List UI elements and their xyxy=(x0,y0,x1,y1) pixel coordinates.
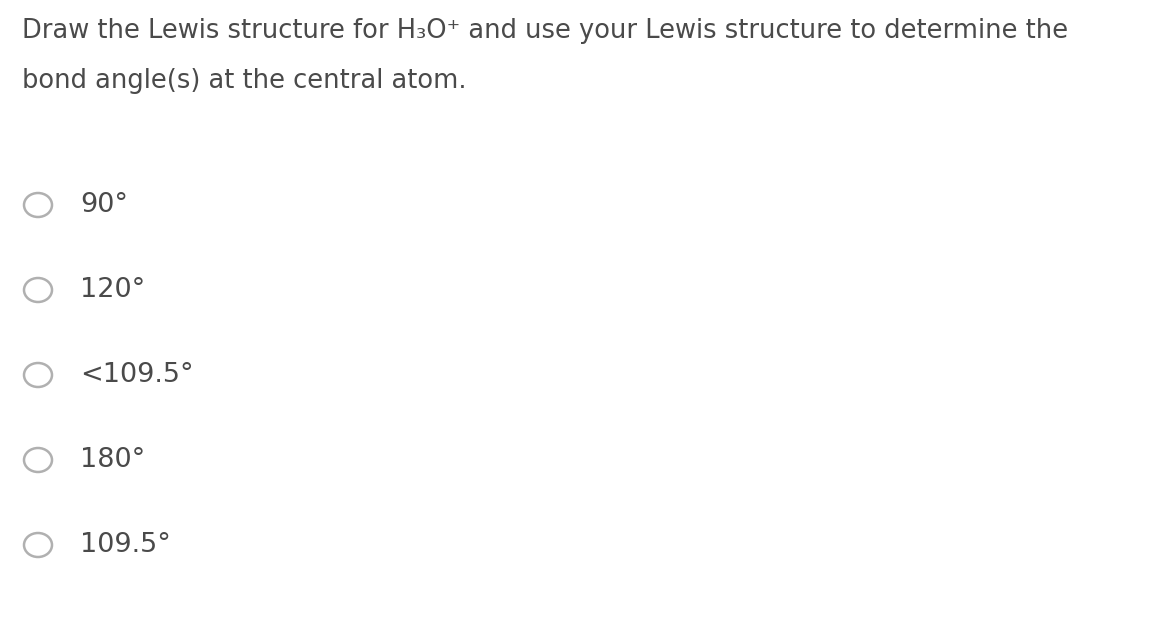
Text: 180°: 180° xyxy=(81,447,145,473)
Text: 120°: 120° xyxy=(81,277,145,303)
Text: Draw the Lewis structure for H₃O⁺ and use your Lewis structure to determine the: Draw the Lewis structure for H₃O⁺ and us… xyxy=(22,18,1068,44)
Text: 90°: 90° xyxy=(81,192,128,218)
Text: bond angle(s) at the central atom.: bond angle(s) at the central atom. xyxy=(22,68,467,94)
Text: <109.5°: <109.5° xyxy=(81,362,193,388)
Text: 109.5°: 109.5° xyxy=(81,532,171,558)
